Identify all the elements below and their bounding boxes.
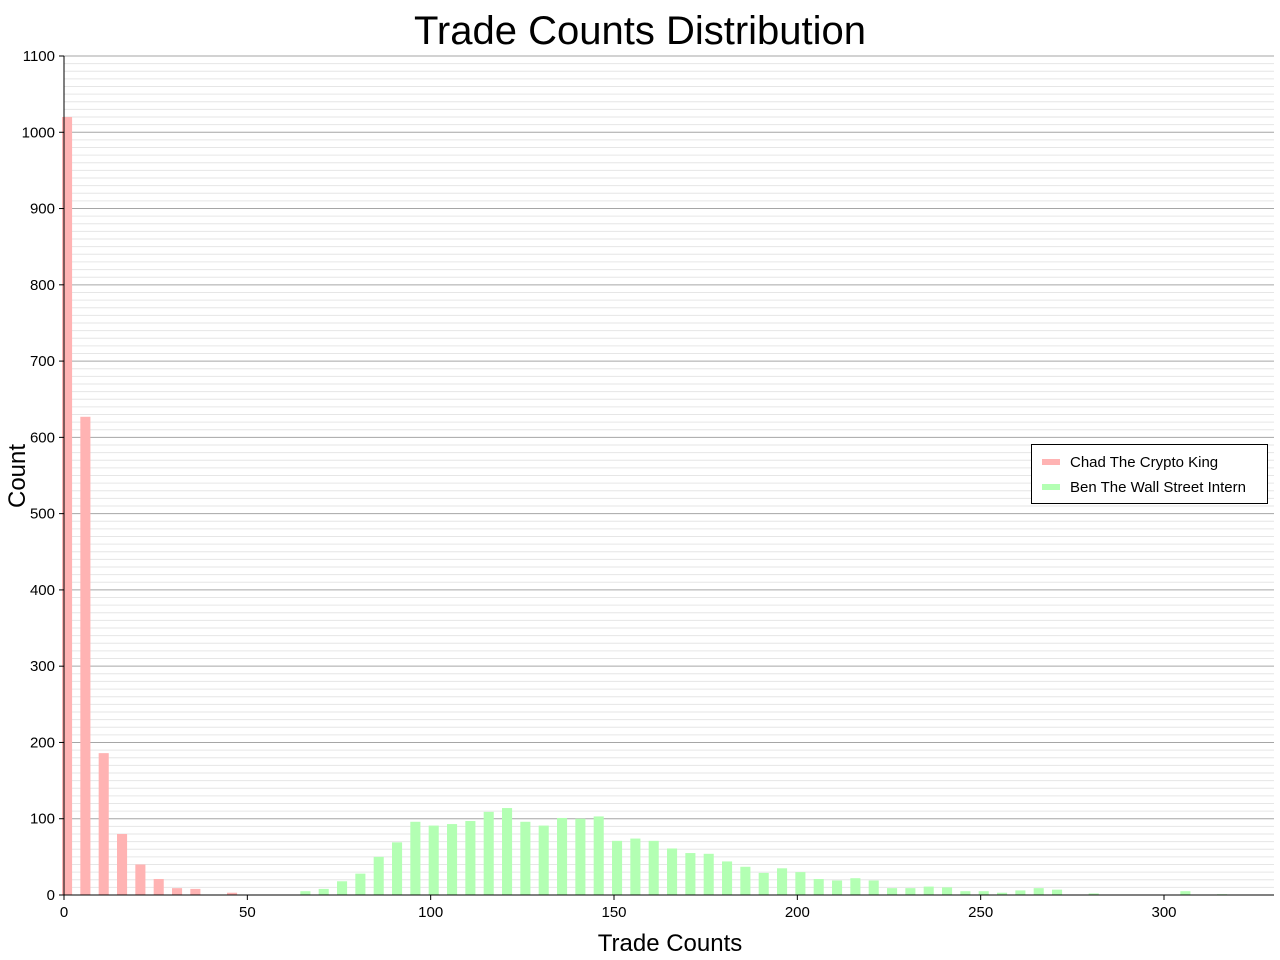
bar-ben xyxy=(428,825,439,895)
bar-ben xyxy=(1015,890,1026,895)
y-tick-label: 1000 xyxy=(22,124,55,141)
bars xyxy=(62,117,1228,895)
x-tick-labels: 0 50 100 150 200 250 300 xyxy=(60,904,1177,921)
bar-ben xyxy=(520,821,531,895)
x-tick-label: 300 xyxy=(1151,904,1176,921)
legend: Chad The Crypto King Ben The Wall Street… xyxy=(1031,444,1268,504)
x-tick-label: 100 xyxy=(418,904,443,921)
bar-ben xyxy=(667,848,678,895)
bar-chad xyxy=(80,416,91,895)
bar-chad xyxy=(62,117,73,895)
y-tick-label: 200 xyxy=(30,734,55,751)
y-tick-label: 300 xyxy=(30,658,55,675)
bar-ben xyxy=(392,842,403,895)
bar-chad xyxy=(153,878,164,895)
bar-ben xyxy=(648,840,659,895)
axes xyxy=(59,55,1274,900)
bar-ben xyxy=(850,878,861,895)
bar-ben xyxy=(373,856,384,895)
bar-ben xyxy=(630,838,641,895)
bar-ben xyxy=(960,891,971,895)
bar-ben xyxy=(1088,893,1099,895)
x-tick-label: 200 xyxy=(785,904,810,921)
y-tick-label: 700 xyxy=(30,353,55,370)
y-tick-label: 500 xyxy=(30,506,55,523)
bar-ben xyxy=(483,811,494,895)
legend-item-chad: Chad The Crypto King xyxy=(1042,452,1218,472)
bar-ben xyxy=(557,817,568,895)
bar-ben xyxy=(337,881,348,895)
bar-ben xyxy=(740,866,751,895)
grid-major xyxy=(64,55,1274,896)
bar-ben xyxy=(722,861,733,895)
bar-ben xyxy=(832,880,843,895)
legend-label-ben: Ben The Wall Street Intern xyxy=(1070,478,1246,496)
bar-ben xyxy=(758,872,769,895)
y-tick-label: 800 xyxy=(30,277,55,294)
y-tick-label: 1100 xyxy=(23,48,55,65)
bar-ben xyxy=(538,825,549,895)
bar-chad xyxy=(190,888,201,895)
y-tick-labels: 0 100 200 300 400 500 600 700 800 900 1000 1100 xyxy=(22,48,55,904)
bar-chad xyxy=(227,892,238,895)
bar-chad xyxy=(117,833,128,895)
y-tick-label: 100 xyxy=(30,811,55,828)
bar-ben xyxy=(1033,888,1044,895)
bar-ben xyxy=(795,872,806,895)
chart-title: Trade Counts Distribution xyxy=(414,9,866,53)
bar-chad xyxy=(98,753,109,895)
bar-ben xyxy=(465,821,476,895)
bar-ben xyxy=(868,880,879,895)
legend-swatch-ben xyxy=(1042,484,1060,490)
x-axis-label: Trade Counts xyxy=(598,930,743,957)
bar-ben xyxy=(905,888,916,895)
bar-ben xyxy=(447,824,458,895)
bar-ben xyxy=(355,873,366,895)
bar-ben xyxy=(685,853,696,895)
bar-chad xyxy=(172,888,183,895)
y-axis-label: Count xyxy=(4,444,31,508)
y-tick-label: 0 xyxy=(47,887,55,904)
bar-ben xyxy=(300,891,311,895)
bar-ben xyxy=(502,808,513,895)
grid-minor xyxy=(64,63,1274,888)
y-tick-label: 600 xyxy=(30,429,55,446)
x-tick-label: 150 xyxy=(601,904,626,921)
legend-label-chad: Chad The Crypto King xyxy=(1070,453,1219,471)
bar-ben xyxy=(978,891,989,895)
bar-ben xyxy=(703,853,714,895)
bar-ben xyxy=(813,878,824,895)
x-tick-label: 250 xyxy=(968,904,993,921)
bar-ben xyxy=(575,818,586,895)
x-tick-label: 0 xyxy=(60,904,68,921)
legend-swatch-chad xyxy=(1042,459,1060,465)
bar-ben xyxy=(777,868,788,895)
bar-ben xyxy=(923,886,934,895)
y-tick-label: 900 xyxy=(30,201,55,218)
x-tick-label: 50 xyxy=(239,904,256,921)
bar-chad xyxy=(135,864,146,895)
bar-ben xyxy=(593,816,604,895)
bar-ben xyxy=(612,840,623,895)
bar-ben xyxy=(887,888,898,895)
bar-ben xyxy=(942,887,953,895)
bar-ben xyxy=(997,892,1008,895)
y-tick-label: 400 xyxy=(30,582,55,599)
bar-ben xyxy=(318,888,329,895)
bar-ben xyxy=(1180,891,1191,895)
bar-ben xyxy=(410,821,421,895)
bar-ben xyxy=(1052,889,1063,895)
legend-item-ben: Ben The Wall Street Intern xyxy=(1042,477,1246,497)
